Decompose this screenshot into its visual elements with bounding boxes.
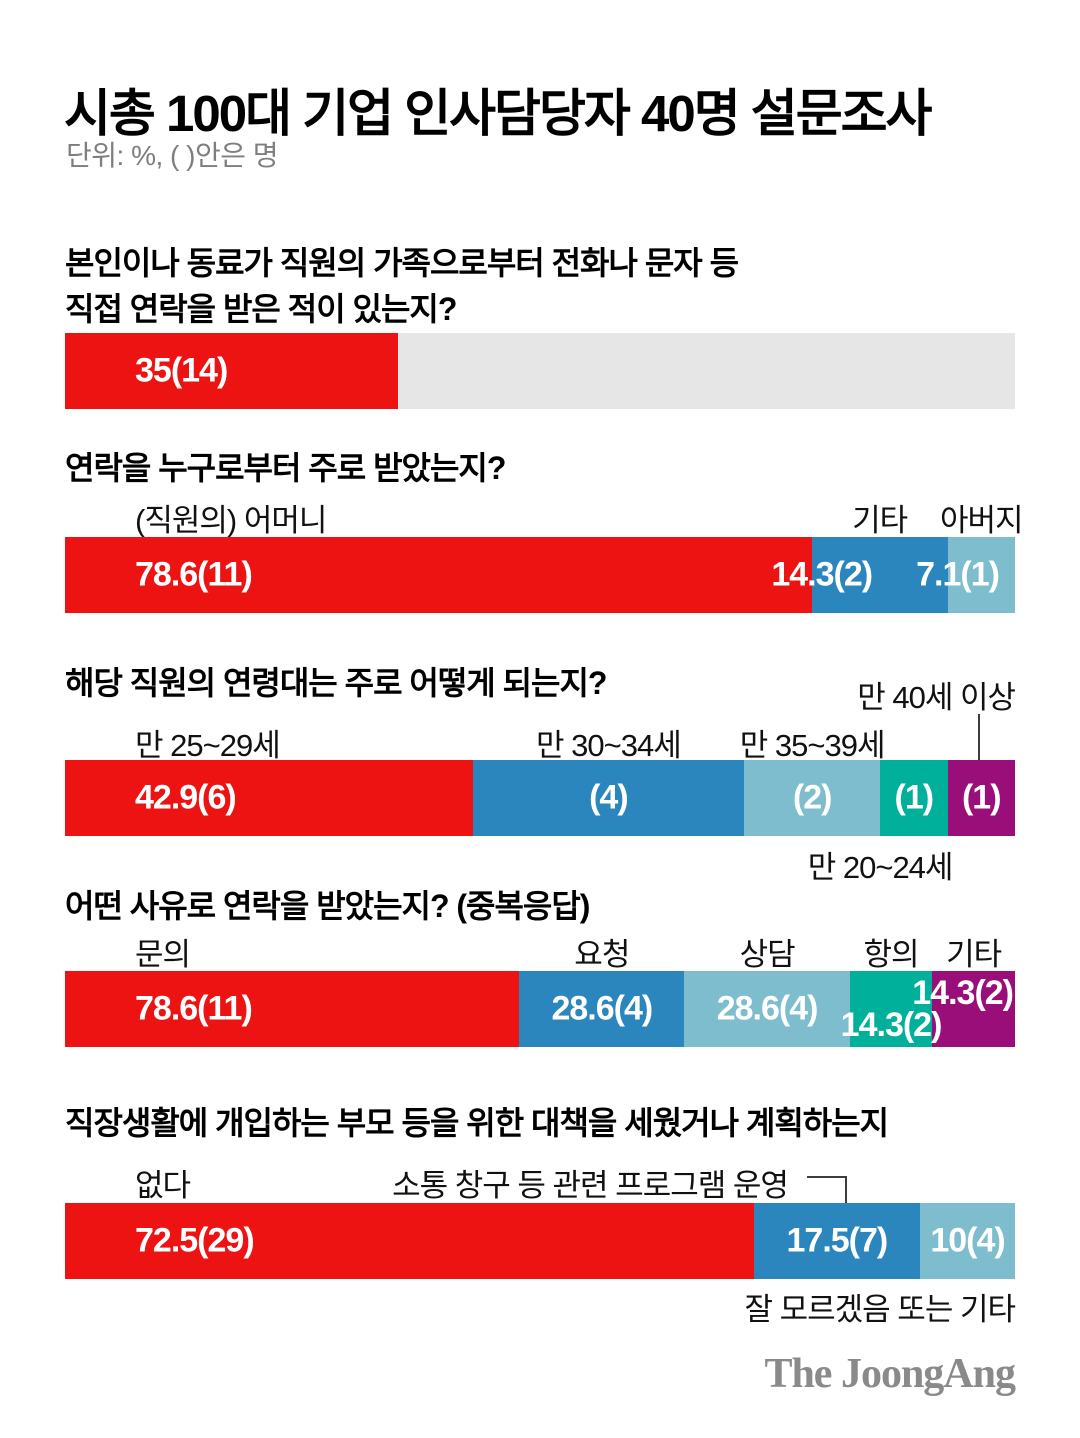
segment-age-40plus — [947, 760, 1015, 836]
joongang-logo: The JoongAng — [764, 1351, 1016, 1397]
category-label-row: 없다 소통 창구 등 관련 프로그램 운영 — [65, 1160, 1015, 1203]
category-label-age-20-24: 만 20~24세 — [807, 850, 954, 885]
category-label-row: 만 25~29세 만 30~34세 만 35~39세 — [65, 720, 1015, 763]
question-heading: 어떤 사유로 연락을 받았는지? (중복응답) — [65, 888, 590, 924]
value-label: 17.5(7) — [786, 1221, 889, 1260]
chart-q4-contact-reason: 어떤 사유로 연락을 받았는지? (중복응답) 문의 요청 상담 항의 기타 7… — [65, 883, 1015, 1047]
category-label-row: (직원의) 어머니 기타 아버지 — [65, 495, 1024, 538]
category-label-program: 소통 창구 등 관련 프로그램 운영 — [392, 1168, 789, 1203]
segment-mother — [65, 537, 812, 613]
segment-inquiry — [65, 971, 520, 1047]
value-label: 78.6(11) — [135, 989, 253, 1028]
value-label: 14.3(2) — [912, 974, 1014, 1012]
chart-q2-contact-source: 연락을 누구로부터 주로 받았는지? (직원의) 어머니 기타 아버지 78.6… — [65, 445, 1024, 613]
category-label-none: 없다 — [135, 1168, 191, 1203]
segment-unknown-etc — [920, 1203, 1015, 1279]
value-label: 28.6(4) — [551, 989, 653, 1028]
chart-q1-received-contact: 본인이나 동료가 직원의 가족으로부터 전화나 문자 등 직접 연락을 받은 적… — [65, 240, 1015, 409]
category-label-age-30-34: 만 30~34세 — [536, 728, 682, 763]
connector-line — [845, 1176, 847, 1203]
segment-age-20-24 — [880, 760, 948, 836]
value-label: 72.5(29) — [135, 1221, 255, 1260]
q3-bar: 42.9(6) (4) (2) (1) (1) — [65, 760, 1015, 836]
value-label: (1) — [894, 778, 935, 817]
category-label-request: 요청 — [574, 937, 630, 972]
q4-bar: 78.6(11) 28.6(4) 28.6(4) 14.3(2) 14.3(2) — [65, 971, 1015, 1047]
value-label: 35(14) — [135, 351, 228, 390]
segment-complaint — [849, 971, 933, 1047]
q5-bar: 72.5(29) 17.5(7) 10(4) — [65, 1203, 1015, 1279]
segment-program — [753, 1203, 920, 1279]
q1-bar: 35(14) — [65, 333, 1015, 409]
segment-age-25-29 — [65, 760, 473, 836]
connector-line — [807, 1176, 847, 1178]
connector-line — [978, 714, 980, 760]
value-label: 10(4) — [930, 1221, 1005, 1260]
question-heading: 해당 직원의 연령대는 주로 어떻게 되는지? — [65, 665, 607, 701]
value-label: (4) — [589, 778, 629, 817]
segment-etc — [932, 971, 1015, 1047]
page-title: 시총 100대 기업 인사담당자 40명 설문조사 — [64, 85, 932, 143]
bottom-label-row: 만 20~24세 — [65, 842, 1015, 885]
category-label-inquiry: 문의 — [135, 937, 191, 972]
chart-q3-employee-age: 해당 직원의 연령대는 주로 어떻게 되는지? 만 40세 이상 만 25~29… — [65, 660, 1016, 885]
question-heading: 직장생활에 개입하는 부모 등을 위한 대책을 세웠거나 계획하는지 — [65, 1105, 889, 1141]
question-heading: 본인이나 동료가 직원의 가족으로부터 전화나 문자 등 직접 연락을 받은 적… — [65, 245, 739, 328]
segment-consult — [684, 971, 850, 1047]
segment-age-35-39 — [744, 760, 881, 836]
value-label: 42.9(6) — [135, 778, 237, 817]
chart-q5-countermeasures: 직장생활에 개입하는 부모 등을 위한 대책을 세웠거나 계획하는지 없다 소통… — [65, 1100, 1016, 1327]
category-label-mother: (직원의) 어머니 — [135, 503, 327, 538]
category-label-age-40plus: 만 40세 이상 — [857, 680, 1016, 715]
category-label-father: 아버지 — [939, 503, 1024, 538]
question-heading: 연락을 누구로부터 주로 받았는지? — [65, 450, 506, 486]
category-label-row: 문의 요청 상담 항의 기타 — [65, 929, 1015, 972]
value-label: 78.6(11) — [135, 555, 253, 594]
value-label: 28.6(4) — [716, 989, 819, 1028]
category-label-unknown-etc: 잘 모르겠음 또는 기타 — [744, 1292, 1016, 1327]
segment-age-30-34 — [472, 760, 745, 836]
category-label-age-25-29: 만 25~29세 — [135, 728, 281, 763]
q2-bar: 78.6(11) 14.3(2) 7.1(1) — [65, 537, 1015, 613]
value-label: 14.3(2) — [840, 1006, 943, 1044]
segment-yes — [65, 333, 398, 409]
value-label: 14.3(2) — [771, 555, 873, 594]
category-label-consult: 상담 — [739, 937, 796, 972]
value-label: 7.1(1) — [916, 555, 1000, 594]
category-label-etc: 기타 — [852, 503, 908, 538]
value-label: (1) — [961, 778, 1002, 817]
bottom-label-row: 잘 모르겠음 또는 기타 — [65, 1284, 1016, 1327]
unit-note: 단위: %, ( )안은 명 — [66, 140, 279, 171]
segment-etc — [811, 537, 948, 613]
segment-father — [947, 537, 1015, 613]
category-label-age-35-39: 만 35~39세 — [739, 728, 886, 763]
segment-none — [65, 1203, 754, 1279]
category-label-complaint: 항의 — [863, 937, 920, 972]
value-label: (2) — [792, 778, 833, 817]
segment-request — [519, 971, 685, 1047]
category-label-etc: 기타 — [946, 937, 1002, 972]
